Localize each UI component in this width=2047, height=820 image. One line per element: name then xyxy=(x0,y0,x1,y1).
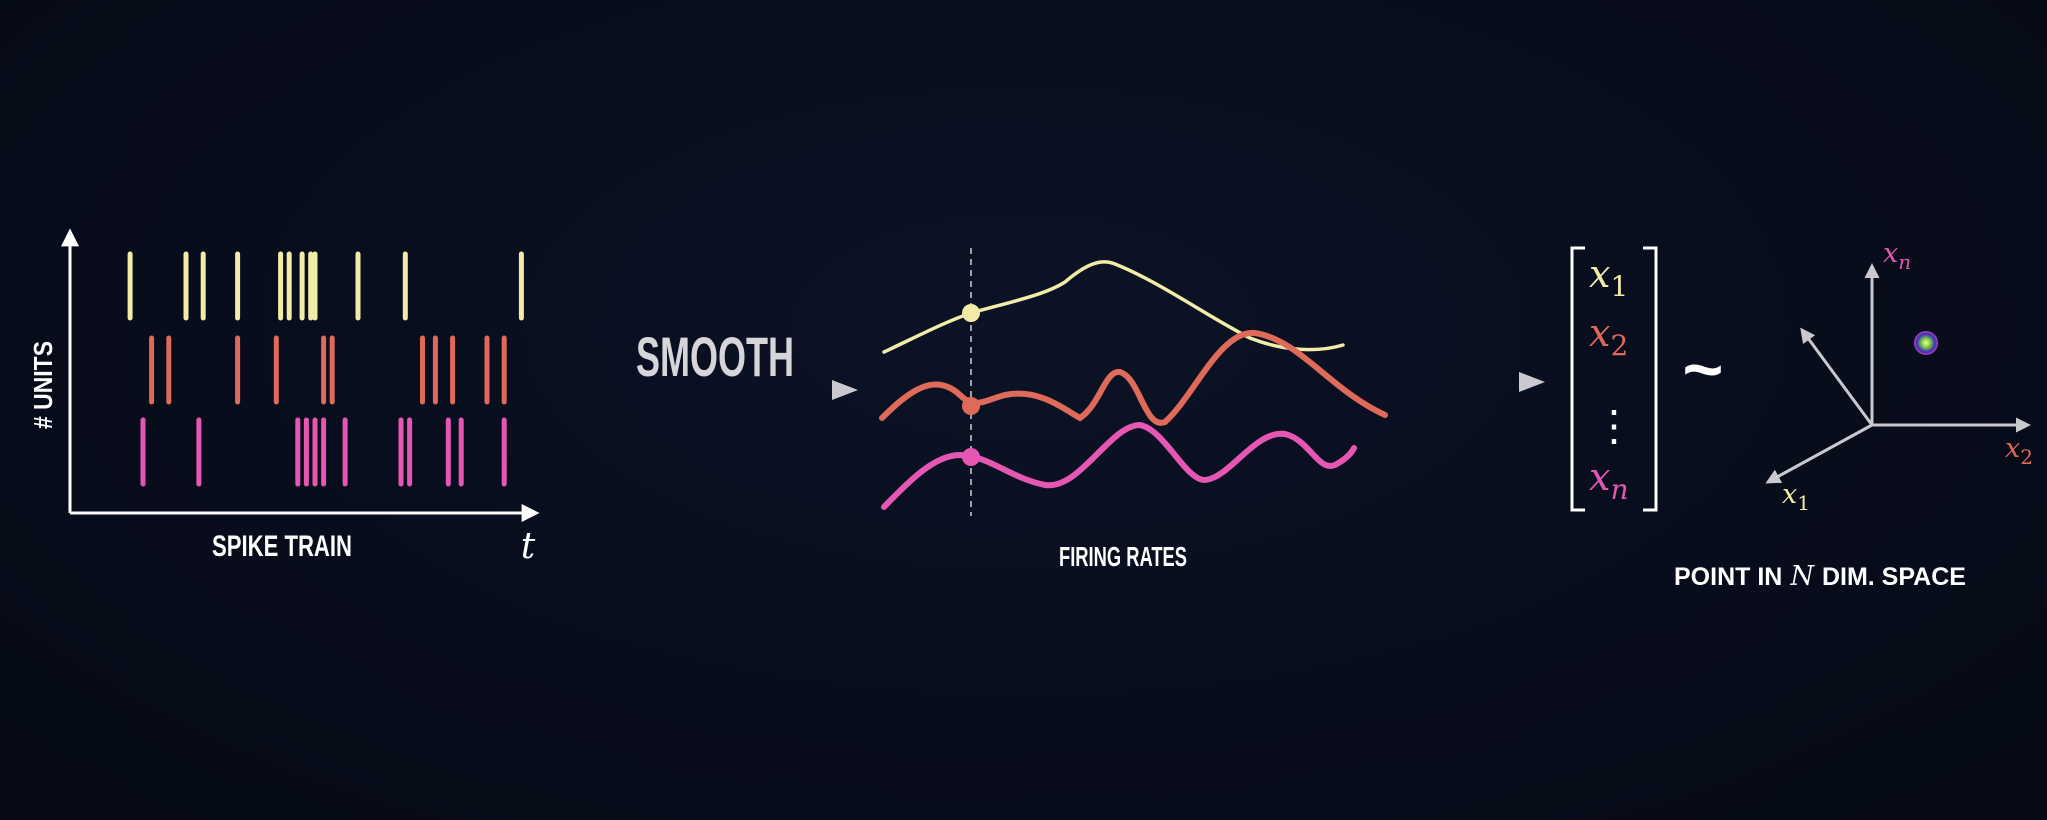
vector-arrow xyxy=(1403,372,1545,392)
firing-rates-label: FIRING RATES xyxy=(1059,541,1187,572)
vector-entry-x2: x2 xyxy=(1589,311,1628,362)
raster-spikes xyxy=(127,251,524,487)
firing-rates-panel: FIRING RATES xyxy=(879,248,1388,572)
vector-entry-xn: xn xyxy=(1589,455,1628,506)
left-bracket xyxy=(1570,246,1585,512)
state-point xyxy=(1914,331,1938,355)
time-symbol: t xyxy=(521,526,536,567)
axis-x1 xyxy=(1765,423,1873,484)
smooth-label: SMOOTH xyxy=(636,325,794,388)
smooth-arrow-head xyxy=(832,380,858,400)
raster-y-axis-label: # UNITS xyxy=(28,341,58,429)
vector-entry-x1: x1 xyxy=(1589,252,1628,303)
tilde-symbol: ~ xyxy=(1683,330,1724,408)
firing-rate-curve-2 xyxy=(879,329,1388,426)
vector-ellipsis: ⋮ xyxy=(1593,402,1635,449)
sample-point-3 xyxy=(962,448,980,466)
right-bracket xyxy=(1643,246,1658,512)
vector-arrow-head xyxy=(1519,372,1545,392)
axis-label-x2: x2 xyxy=(2005,433,2033,469)
sample-point-2 xyxy=(962,397,980,415)
spike-train-panel: # UNITS SPIKE TRAIN t xyxy=(28,228,540,567)
smooth-arrow: SMOOTH xyxy=(575,325,858,400)
space-caption: POINT IN N DIM. SPACE xyxy=(1674,561,1966,592)
vector-panel: x1 x2 ⋮ xn ~ xyxy=(1570,246,1724,512)
sample-point-1 xyxy=(962,304,980,322)
axis-label-x1: x1 xyxy=(1782,479,1810,515)
firing-rate-curve-3 xyxy=(881,421,1357,510)
axis-label-xn: xn xyxy=(1883,238,1911,274)
raster-x-axis-label: SPIKE TRAIN xyxy=(212,530,352,563)
space-panel: xn x2 x1 POINT IN N DIM. SPACE xyxy=(1674,238,2033,592)
axis-extra xyxy=(1800,327,1874,426)
